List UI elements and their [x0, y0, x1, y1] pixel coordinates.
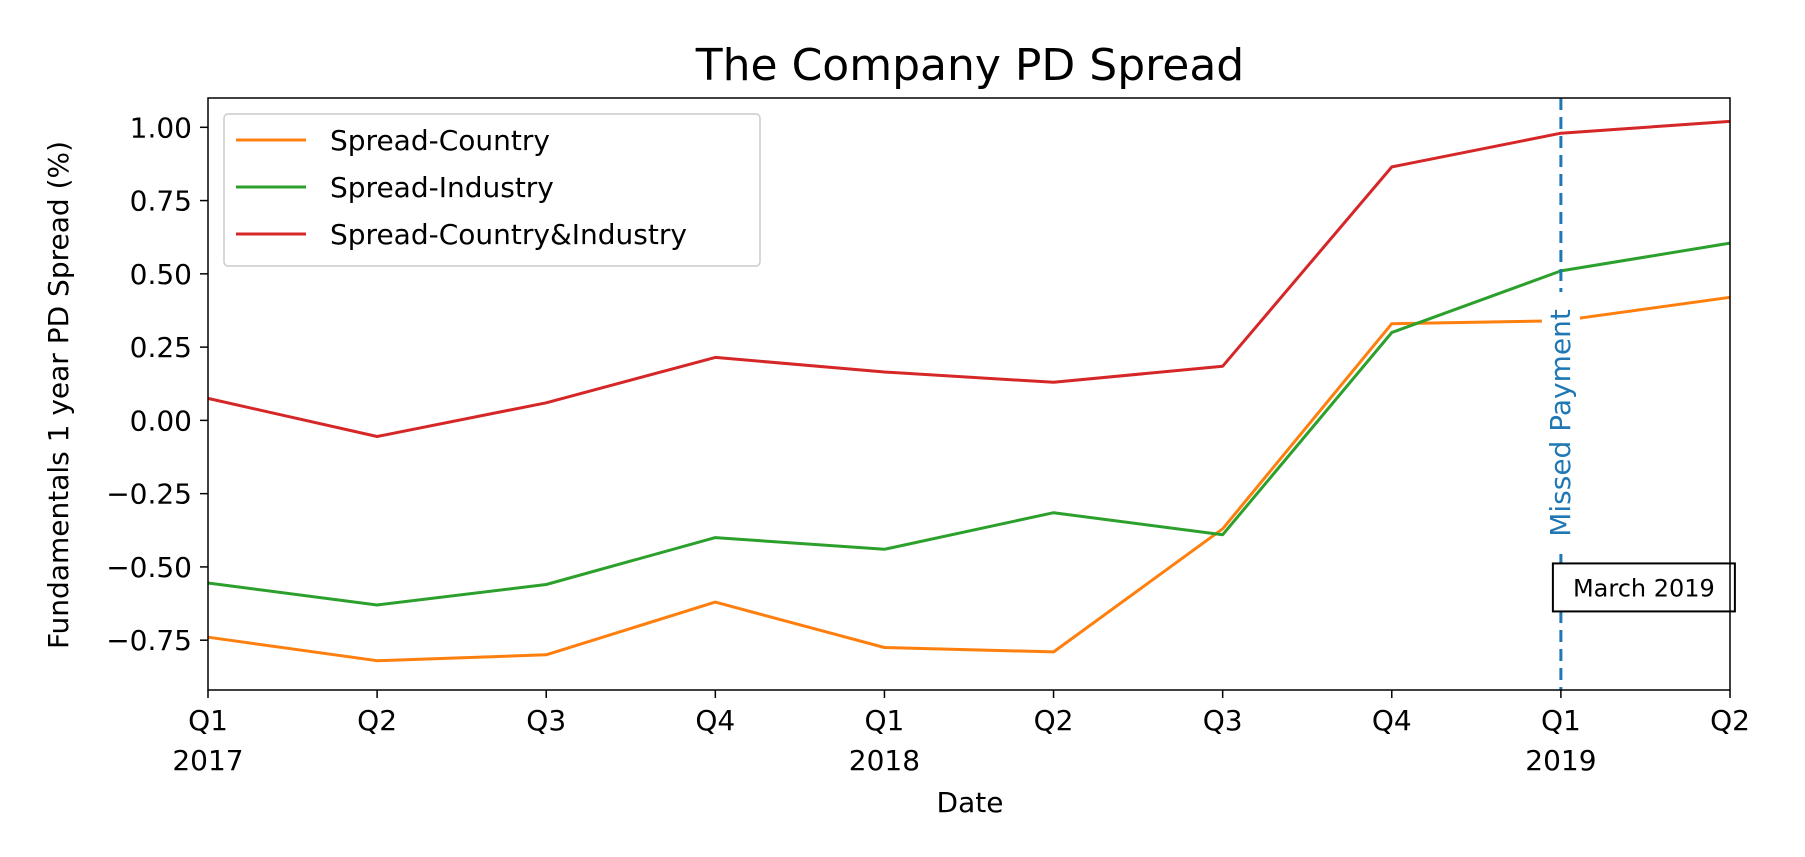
- series-layer: [207, 119, 1731, 663]
- x-tick-label: Q2: [1034, 704, 1074, 737]
- x-tick-label: Q1: [1541, 704, 1581, 737]
- y-tick-label: 0.75: [130, 185, 192, 218]
- annotation-layer: Missed Payment March 2019: [1541, 98, 1736, 690]
- y-axis: 1.00 0.75 0.50 0.25 0.00 −0.25 −0.50 −0.75: [106, 111, 208, 657]
- y-tick-label: −0.50: [106, 551, 192, 584]
- x-tick-label: Q1: [865, 704, 905, 737]
- legend: Spread-Country Spread-Industry Spread-Coun…: [223, 113, 761, 267]
- series-line-2: [207, 119, 1731, 438]
- series-line-1: [207, 241, 1731, 607]
- x-tick-label: Q4: [1372, 704, 1412, 737]
- y-tick-label: 1.00: [130, 111, 192, 144]
- chart-title: The Company PD Spread: [695, 40, 1244, 91]
- missed-payment-label: Missed Payment: [1544, 309, 1577, 537]
- x-tick-label: Q4: [695, 704, 735, 737]
- plot-frame: [207, 97, 1731, 691]
- missed-payment-label-bg: [1541, 292, 1580, 554]
- x-axis-label: Date: [937, 786, 1004, 819]
- x-tick-year-label: 2017: [172, 744, 243, 777]
- x-tick-label: Q3: [1203, 704, 1243, 737]
- x-axis: Q1 2017 Q2 Q3 Q4 Q1 2018 Q2 Q3 Q4 Q1 2019 Q2: [172, 690, 1750, 777]
- legend-label: Spread-Industry: [330, 171, 554, 204]
- x-tick-label: Q1: [188, 704, 228, 737]
- y-tick-label: −0.75: [106, 624, 192, 657]
- y-tick-label: −0.25: [106, 478, 192, 511]
- y-tick-label: 0.50: [130, 258, 192, 291]
- x-tick-label: Q2: [1710, 704, 1750, 737]
- legend-frame: [223, 113, 761, 267]
- march-2019-box: [1551, 562, 1736, 613]
- series-line-0: [207, 295, 1731, 663]
- y-axis-label: Fundamentals 1 year PD Spread (%): [42, 141, 75, 649]
- march-2019-label: March 2019: [1573, 574, 1715, 602]
- y-tick-label: 0.00: [130, 404, 192, 437]
- x-tick-year-label: 2019: [1525, 744, 1596, 777]
- y-tick-label: 0.25: [130, 331, 192, 364]
- x-tick-year-label: 2018: [849, 744, 920, 777]
- legend-label: Spread-Country&Industry: [330, 218, 687, 251]
- legend-label: Spread-Country: [330, 124, 550, 157]
- x-tick-label: Q3: [526, 704, 566, 737]
- x-tick-label: Q2: [357, 704, 397, 737]
